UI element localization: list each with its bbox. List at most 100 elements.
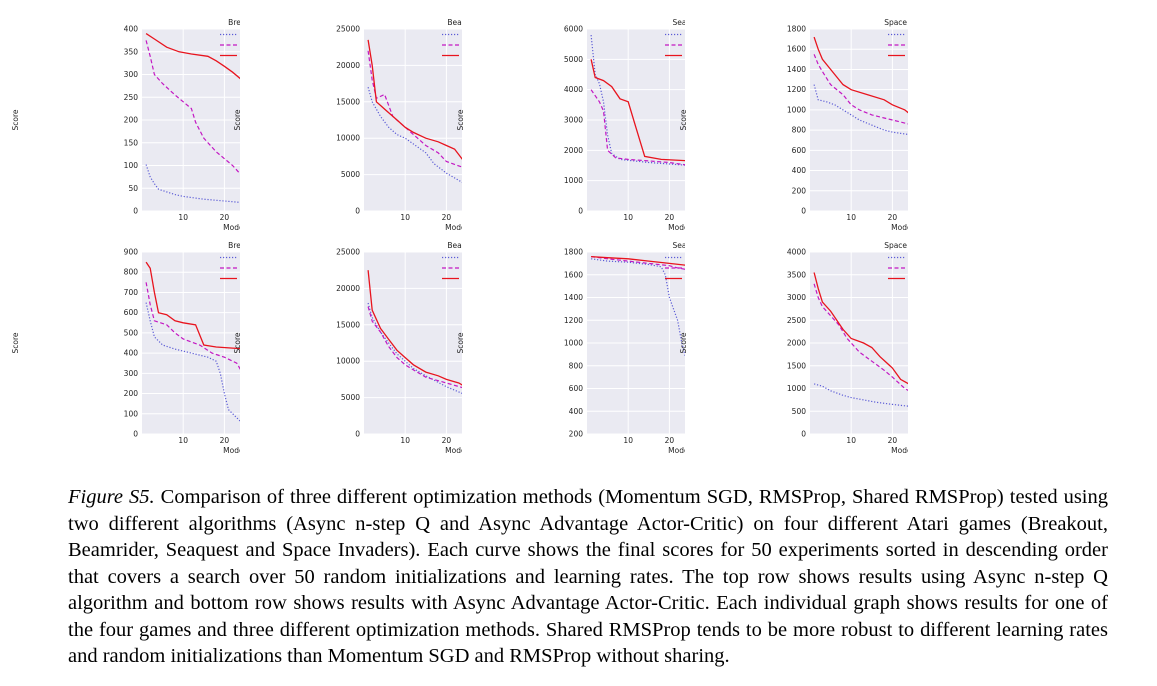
x-tick-label: 20 xyxy=(665,213,675,222)
plot-area xyxy=(364,29,462,211)
y-axis-label: Score xyxy=(679,332,688,353)
x-axis-label: Model Rank xyxy=(891,446,908,453)
x-tick-label: 20 xyxy=(888,436,898,445)
series-line-shared xyxy=(813,272,908,385)
x-axis-label: Model Rank xyxy=(668,446,685,453)
y-tick-label: 0 xyxy=(801,207,806,216)
x-tick-label: 20 xyxy=(220,436,230,445)
y-axis-label: Score xyxy=(233,109,242,130)
figure-caption: Figure S5. Comparison of three different… xyxy=(68,484,1108,670)
x-tick-label: 10 xyxy=(178,436,188,445)
y-tick-label: 200 xyxy=(124,389,139,398)
x-tick-label: 20 xyxy=(888,213,898,222)
y-tick-label: 300 xyxy=(124,369,139,378)
y-tick-label: 0 xyxy=(355,430,360,439)
y-tick-label: 1400 xyxy=(564,293,583,302)
y-tick-label: 200 xyxy=(124,116,139,125)
y-tick-label: 1000 xyxy=(787,105,806,114)
y-tick-label: 1800 xyxy=(564,248,583,257)
x-tick-label: 10 xyxy=(846,213,856,222)
y-tick-label: 1200 xyxy=(787,85,806,94)
plot-area xyxy=(364,252,462,434)
series-line-shared xyxy=(145,33,240,80)
series-line-sgd xyxy=(591,258,685,358)
y-tick-label: 4000 xyxy=(564,85,583,94)
chart-title: Breakout xyxy=(228,241,240,250)
x-axis-label: Model Rank xyxy=(668,223,685,230)
y-tick-label: 20000 xyxy=(336,61,360,70)
y-tick-label: 1600 xyxy=(564,270,583,279)
y-tick-label: 350 xyxy=(124,47,139,56)
x-tick-label: 20 xyxy=(442,213,452,222)
y-tick-label: 10000 xyxy=(336,357,360,366)
chart-panel-4: 1020304050020040060080010001200140016001… xyxy=(679,18,908,230)
x-axis-label: Model Rank xyxy=(445,223,462,230)
y-axis-label: Score xyxy=(456,109,465,130)
plot-area xyxy=(810,29,908,211)
y-tick-label: 2500 xyxy=(787,316,806,325)
series-line-rmsprop xyxy=(367,50,462,168)
y-tick-label: 150 xyxy=(124,138,139,147)
series-line-sgd xyxy=(145,302,240,422)
y-tick-label: 1600 xyxy=(787,45,806,54)
y-tick-label: 800 xyxy=(124,268,139,277)
chart-title: Seaquest xyxy=(673,241,685,250)
chart-title: Breakout xyxy=(228,18,240,27)
x-tick-label: 20 xyxy=(220,213,230,222)
y-axis-label: Score xyxy=(233,332,242,353)
chart-title: Space Invaders xyxy=(884,18,908,27)
x-axis-label: Model Rank xyxy=(223,446,240,453)
y-tick-label: 1000 xyxy=(787,384,806,393)
y-axis-label: Score xyxy=(11,109,20,130)
y-tick-label: 0 xyxy=(133,430,138,439)
chart-title: Seaquest xyxy=(673,18,685,27)
y-tick-label: 0 xyxy=(355,207,360,216)
y-axis-label: Score xyxy=(679,109,688,130)
y-tick-label: 15000 xyxy=(336,320,360,329)
x-axis-label: Model Rank xyxy=(223,223,240,230)
y-tick-label: 800 xyxy=(792,126,807,135)
series-line-shared xyxy=(813,36,908,114)
chart-panel-1: 1020304050050100150200250300350400Breako… xyxy=(11,18,240,230)
y-tick-label: 600 xyxy=(792,146,807,155)
x-tick-label: 20 xyxy=(665,436,675,445)
y-tick-label: 100 xyxy=(124,161,139,170)
y-tick-label: 500 xyxy=(792,407,807,416)
y-tick-label: 3000 xyxy=(564,116,583,125)
x-tick-label: 10 xyxy=(623,436,633,445)
x-tick-label: 10 xyxy=(623,213,633,222)
y-tick-label: 400 xyxy=(792,166,807,175)
y-tick-label: 800 xyxy=(569,361,584,370)
series-line-shared xyxy=(590,59,685,162)
y-tick-label: 1000 xyxy=(564,339,583,348)
figure-charts: 1020304050050100150200250300350400Breako… xyxy=(11,18,908,453)
y-tick-label: 400 xyxy=(569,407,584,416)
series-line-sgd xyxy=(367,302,462,394)
caption-label: Figure S5. xyxy=(68,486,155,508)
y-axis-label: Score xyxy=(11,332,20,353)
series-line-rmsprop xyxy=(145,40,240,175)
chart-title: Beamrider xyxy=(447,18,462,27)
y-tick-label: 0 xyxy=(133,207,138,216)
series-line-sgd xyxy=(813,84,908,136)
y-tick-label: 900 xyxy=(124,248,139,257)
y-tick-label: 250 xyxy=(124,93,139,102)
y-tick-label: 2000 xyxy=(787,339,806,348)
series-line-shared xyxy=(591,255,685,266)
y-tick-label: 200 xyxy=(792,186,807,195)
y-tick-label: 2000 xyxy=(564,146,583,155)
y-tick-label: 0 xyxy=(801,430,806,439)
caption-text: Comparison of three different optimizati… xyxy=(68,486,1108,667)
chart-panel-7: 1020304050200400600800100012001400160018… xyxy=(456,241,685,453)
y-tick-label: 3500 xyxy=(787,270,806,279)
y-tick-label: 300 xyxy=(124,70,139,79)
x-tick-label: 10 xyxy=(846,436,856,445)
y-tick-label: 10000 xyxy=(336,134,360,143)
chart-panel-3: 10203040500100020003000400050006000Seaqu… xyxy=(456,18,685,230)
x-tick-label: 10 xyxy=(400,436,410,445)
y-tick-label: 25000 xyxy=(336,248,360,257)
y-tick-label: 50 xyxy=(128,184,138,193)
x-axis-label: Model Rank xyxy=(445,446,462,453)
y-tick-label: 0 xyxy=(578,207,583,216)
x-tick-label: 10 xyxy=(178,213,188,222)
